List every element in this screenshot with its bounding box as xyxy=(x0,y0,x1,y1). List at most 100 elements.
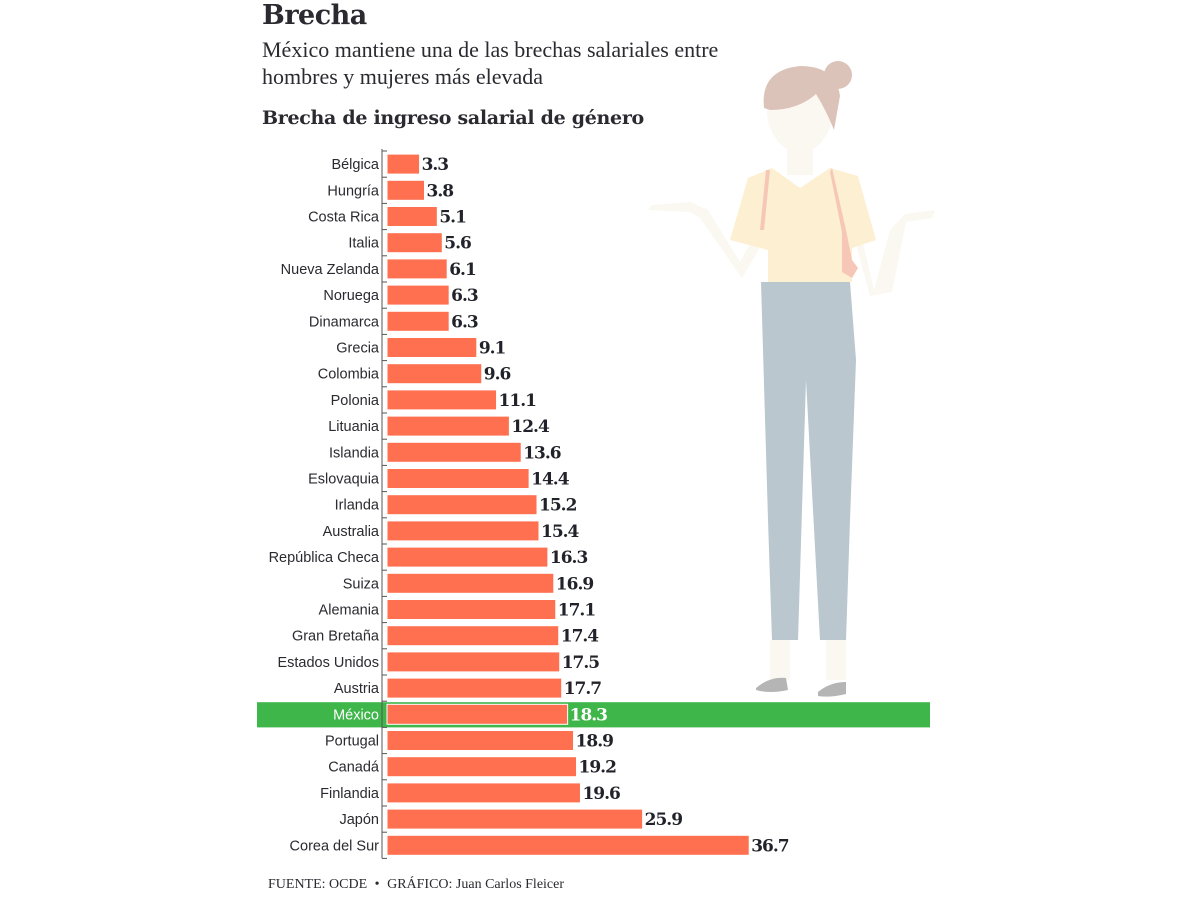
category-label: Canadá xyxy=(328,760,380,776)
bar xyxy=(386,625,560,647)
bar-row: Irlanda 15.2 xyxy=(335,494,578,516)
value-label: 15.2 xyxy=(539,496,577,516)
bar-row: Costa Rica 5.1 xyxy=(308,206,467,228)
highlight-layer xyxy=(257,702,930,728)
value-label: 6.3 xyxy=(451,286,478,306)
bar-row: Austria 17.7 xyxy=(334,677,602,699)
value-label: 16.3 xyxy=(550,548,588,568)
bar xyxy=(386,546,549,568)
bar-row: Colombia 9.6 xyxy=(318,363,511,385)
bar-row: Islandia 13.6 xyxy=(329,441,562,463)
bar-row: Bélgica 3.3 xyxy=(331,153,449,175)
bar xyxy=(386,782,581,804)
category-label: Costa Rica xyxy=(308,210,380,226)
chart-title: Brecha de ingreso salarial de género xyxy=(262,107,644,129)
category-label: Austria xyxy=(334,681,380,697)
bar xyxy=(386,441,522,463)
category-label: Hungría xyxy=(327,183,380,199)
category-label: Portugal xyxy=(325,734,379,750)
bar xyxy=(386,389,498,411)
bar-row: Polonia 11.1 xyxy=(331,389,537,411)
value-label: 17.5 xyxy=(562,653,600,673)
bag-strap xyxy=(830,168,858,278)
value-label: 17.4 xyxy=(561,627,600,647)
bar-row: Lituania 12.4 xyxy=(328,415,551,437)
value-label: 13.6 xyxy=(523,443,561,463)
value-label: 19.2 xyxy=(579,758,617,778)
source-label: FUENTE: OCDE xyxy=(268,877,368,892)
bar-row: Finlandia 19.6 xyxy=(320,782,621,804)
bar-row: Eslovaquia 14.4 xyxy=(308,468,571,490)
bar-row: Noruega 6.3 xyxy=(323,284,479,306)
bar xyxy=(386,258,448,280)
bar-row-highlighted: México 18.3 xyxy=(333,703,608,725)
value-label: 15.4 xyxy=(541,522,580,542)
value-label: 25.9 xyxy=(645,810,683,830)
footer: FUENTE: OCDE • GRÁFICO: Juan Carlos Flei… xyxy=(268,877,564,893)
bar xyxy=(386,310,450,332)
value-label: 9.1 xyxy=(479,339,506,359)
bar-row: Japón 25.9 xyxy=(339,808,683,830)
page-title: Brecha xyxy=(262,0,367,31)
bar-row: Corea del Sur 36.7 xyxy=(290,834,790,856)
highlight-band xyxy=(257,702,930,728)
category-label: Irlanda xyxy=(335,498,380,514)
category-label: Gran Bretaña xyxy=(292,629,380,645)
bag-strap xyxy=(760,170,770,230)
bar xyxy=(386,468,530,489)
bar xyxy=(386,520,540,542)
bar xyxy=(386,232,443,254)
axis-layer xyxy=(381,149,387,859)
value-label: 9.6 xyxy=(484,365,511,385)
bar-row: Dinamarca 6.3 xyxy=(309,310,479,332)
bar-row: Hungría 3.8 xyxy=(327,179,454,201)
hair-bun xyxy=(824,61,852,89)
value-label: 6.3 xyxy=(451,312,478,332)
category-label: Estados Unidos xyxy=(277,655,379,671)
bar-row: Nueva Zelanda 6.1 xyxy=(281,258,477,280)
shoe xyxy=(818,682,846,697)
bar xyxy=(386,153,421,175)
bar xyxy=(386,337,478,358)
category-label: Colombia xyxy=(318,367,380,383)
category-label: Noruega xyxy=(323,288,380,304)
right-arm xyxy=(855,210,935,296)
bar xyxy=(386,703,569,725)
value-label: 14.4 xyxy=(531,470,570,490)
category-label: Nueva Zelanda xyxy=(281,262,380,278)
value-label: 16.9 xyxy=(556,574,594,594)
bar-row: Suiza 16.9 xyxy=(343,572,594,594)
category-label: México xyxy=(333,707,379,723)
bar-row: Canadá 19.2 xyxy=(328,756,617,778)
category-label: Finlandia xyxy=(320,786,380,802)
category-label: República Checa xyxy=(269,550,380,566)
bar xyxy=(386,599,557,620)
page-subtitle: México mantiene una de las brechas salar… xyxy=(262,37,719,89)
category-label: Japón xyxy=(339,812,379,828)
bar-row: Gran Bretaña 17.4 xyxy=(292,625,600,647)
value-label: 36.7 xyxy=(751,836,789,856)
bar-row: Estados Unidos 17.5 xyxy=(277,651,600,673)
bar xyxy=(386,363,483,385)
bar xyxy=(386,756,578,778)
bar xyxy=(386,179,426,201)
value-label: 3.8 xyxy=(427,181,454,201)
bar xyxy=(386,415,510,437)
value-label: 11.1 xyxy=(499,391,537,411)
shoe xyxy=(756,677,788,692)
category-label: Islandia xyxy=(329,445,380,461)
bar xyxy=(386,284,450,306)
value-label: 5.1 xyxy=(439,208,466,228)
category-label: Suiza xyxy=(343,576,380,592)
category-label: Italia xyxy=(348,236,380,252)
value-label: 5.6 xyxy=(444,234,471,254)
bar xyxy=(386,730,575,751)
sock xyxy=(770,640,790,680)
category-label: Corea del Sur xyxy=(290,838,380,854)
bar xyxy=(386,572,555,594)
bar-row: República Checa 16.3 xyxy=(269,546,588,568)
value-label: 18.9 xyxy=(576,732,614,752)
pants xyxy=(761,282,856,640)
bar-row: Alemania 17.1 xyxy=(319,599,596,621)
